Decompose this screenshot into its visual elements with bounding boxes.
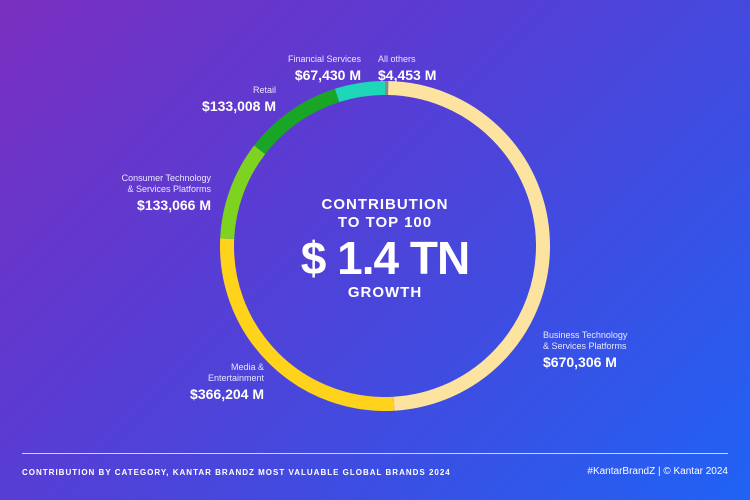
label-all-others-value: $4,453 M	[378, 67, 437, 83]
donut-slice-consumer-technology-services-platforms	[220, 145, 266, 240]
label-retail-value: $133,008 M	[202, 98, 276, 114]
label-consumer-technology-value: $133,066 M	[137, 197, 211, 213]
donut-slice-media-entertainment	[220, 238, 395, 411]
label-financial-services-value: $67,430 M	[294, 67, 361, 83]
label-financial-services-name: Financial Services	[287, 54, 361, 64]
center-line-4: GROWTH	[347, 284, 423, 301]
label-consumer-technology-name-2: & Services Platforms	[127, 184, 211, 194]
donut-slice-financial-services	[334, 81, 386, 103]
label-financial-services: Financial Services $67,430 M	[288, 54, 361, 84]
label-retail-name: Retail	[252, 85, 276, 95]
label-business-technology-value: $670,306 M	[543, 354, 617, 370]
label-all-others-name: All others	[378, 54, 416, 64]
footer-caption: CONTRIBUTION BY CATEGORY, KANTAR BRANDZ …	[22, 468, 451, 477]
label-consumer-technology-name-1: Consumer Technology	[121, 173, 211, 183]
center-summary: CONTRIBUTION TO TOP 100 $ 1.4 TN GROWTH	[285, 196, 485, 302]
label-consumer-technology: Consumer Technology & Services Platforms…	[122, 173, 211, 214]
footer-credit: #KantarBrandZ | © Kantar 2024	[587, 466, 728, 477]
label-all-others: All others $4,453 M	[378, 54, 436, 84]
label-media-entertainment: Media & Entertainment $366,204 M	[190, 362, 264, 403]
label-media-entertainment-name-1: Media &	[230, 362, 264, 372]
center-line-1: CONTRIBUTION	[321, 196, 449, 213]
label-business-technology-name-1: Business Technology	[543, 330, 628, 340]
label-media-entertainment-name-2: Entertainment	[207, 373, 264, 383]
footer-divider	[22, 453, 728, 454]
label-retail: Retail $133,008 M	[202, 85, 276, 115]
label-business-technology: Business Technology & Services Platforms…	[543, 330, 627, 371]
donut-slice-retail	[254, 88, 340, 155]
center-total-value: $ 1.4 TN	[300, 232, 470, 284]
donut-slice-business-technology-services-platforms	[388, 81, 550, 411]
label-media-entertainment-value: $366,204 M	[190, 386, 264, 402]
label-business-technology-name-2: & Services Platforms	[543, 341, 627, 351]
center-line-2: TO TOP 100	[337, 214, 433, 231]
